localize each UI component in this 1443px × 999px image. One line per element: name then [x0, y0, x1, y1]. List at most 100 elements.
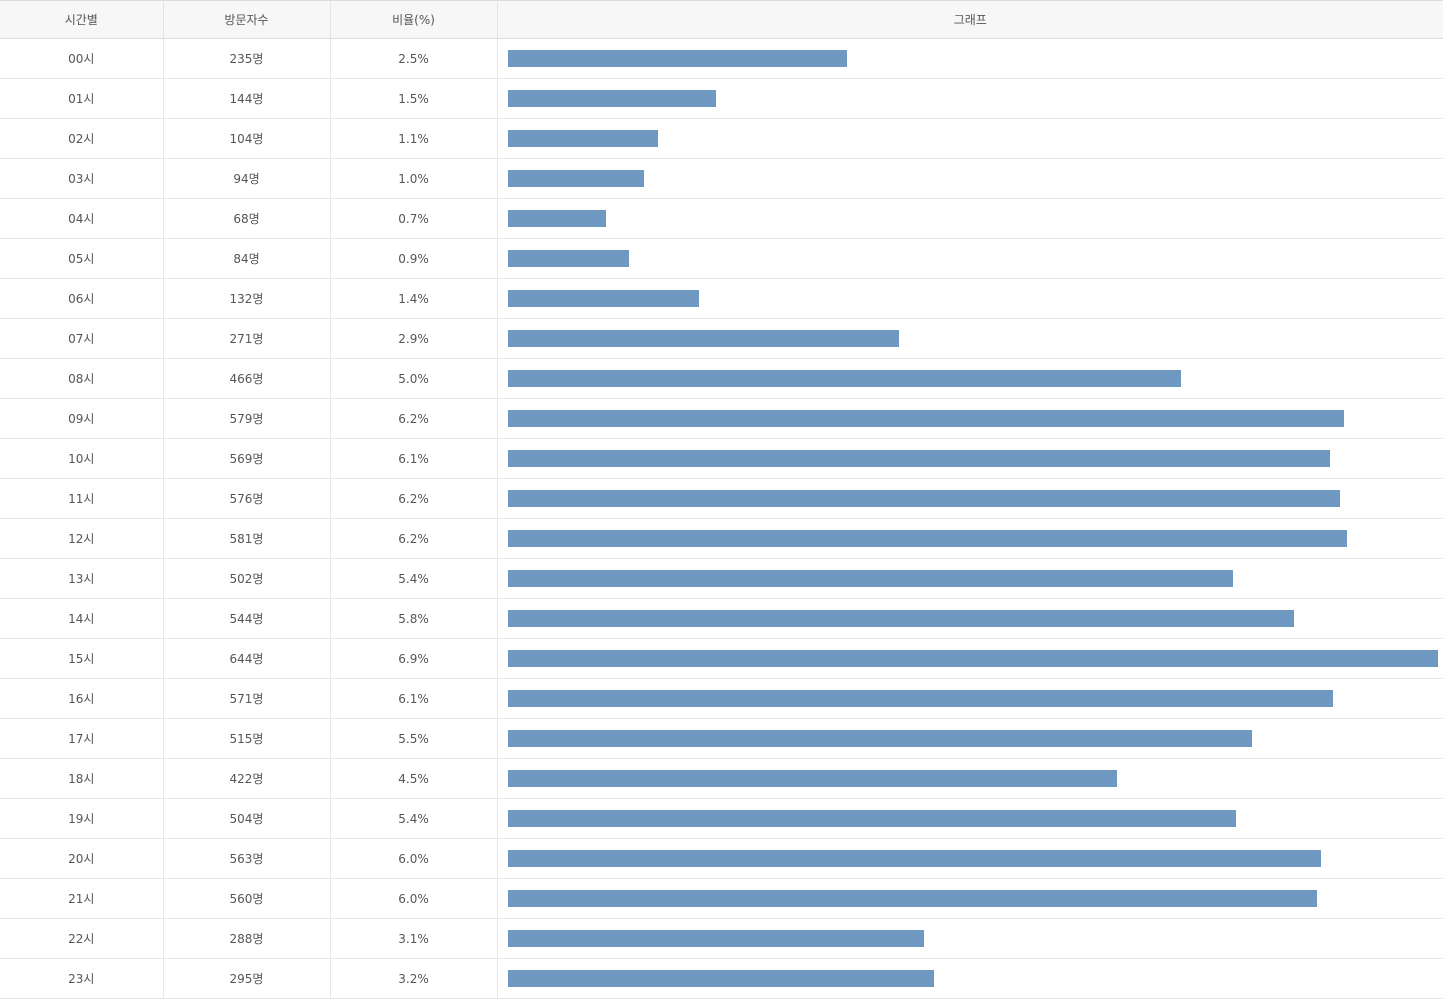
visits-cell: 288명 — [163, 918, 331, 959]
visitor-bar — [507, 810, 1236, 827]
visitor-bar — [507, 250, 629, 267]
graph-cell — [497, 78, 1443, 119]
hour-cell: 03시 — [0, 158, 164, 199]
visitor-bar — [507, 970, 934, 987]
visits-cell: 235명 — [163, 38, 331, 79]
header-hour: 시간별 — [0, 0, 164, 39]
visitor-bar — [507, 290, 699, 307]
visits-cell: 644명 — [163, 638, 331, 679]
ratio-cell: 6.1% — [330, 438, 498, 479]
hour-cell: 01시 — [0, 78, 164, 119]
table-row: 18시 422명 4.5% — [0, 758, 1443, 799]
table-row: 02시 104명 1.1% — [0, 118, 1443, 159]
visitor-bar — [507, 210, 606, 227]
visits-cell: 68명 — [163, 198, 331, 239]
hour-cell: 02시 — [0, 118, 164, 159]
graph-cell — [497, 838, 1443, 879]
hour-cell: 07시 — [0, 318, 164, 359]
table-row: 21시 560명 6.0% — [0, 878, 1443, 919]
visits-cell: 502명 — [163, 558, 331, 599]
table-row: 23시 295명 3.2% — [0, 958, 1443, 999]
graph-cell — [497, 438, 1443, 479]
ratio-cell: 2.5% — [330, 38, 498, 79]
table-row: 08시 466명 5.0% — [0, 358, 1443, 399]
graph-cell — [497, 518, 1443, 559]
visits-cell: 571명 — [163, 678, 331, 719]
ratio-cell: 6.9% — [330, 638, 498, 679]
table-row: 19시 504명 5.4% — [0, 798, 1443, 839]
visitor-bar — [507, 650, 1438, 667]
table-row: 03시 94명 1.0% — [0, 158, 1443, 199]
hour-cell: 11시 — [0, 478, 164, 519]
table-row: 13시 502명 5.4% — [0, 558, 1443, 599]
table-row: 00시 235명 2.5% — [0, 38, 1443, 79]
hour-cell: 10시 — [0, 438, 164, 479]
ratio-cell: 3.2% — [330, 958, 498, 999]
hour-cell: 18시 — [0, 758, 164, 799]
graph-cell — [497, 918, 1443, 959]
graph-cell — [497, 638, 1443, 679]
visits-cell: 466명 — [163, 358, 331, 399]
ratio-cell: 6.2% — [330, 518, 498, 559]
hour-cell: 17시 — [0, 718, 164, 759]
visits-cell: 504명 — [163, 798, 331, 839]
visits-cell: 569명 — [163, 438, 331, 479]
graph-cell — [497, 478, 1443, 519]
visitor-bar — [507, 410, 1344, 427]
table-row: 16시 571명 6.1% — [0, 678, 1443, 719]
table-row: 10시 569명 6.1% — [0, 438, 1443, 479]
hour-cell: 23시 — [0, 958, 164, 999]
visitor-bar — [507, 570, 1233, 587]
table-header: 시간별 방문자수 비율(%) 그래프 — [0, 0, 1443, 39]
ratio-cell: 5.4% — [330, 558, 498, 599]
visitor-bar — [507, 490, 1340, 507]
ratio-cell: 1.0% — [330, 158, 498, 199]
visitor-bar — [507, 530, 1347, 547]
table-row: 07시 271명 2.9% — [0, 318, 1443, 359]
ratio-cell: 3.1% — [330, 918, 498, 959]
hour-cell: 12시 — [0, 518, 164, 559]
graph-cell — [497, 878, 1443, 919]
ratio-cell: 6.0% — [330, 878, 498, 919]
hour-cell: 21시 — [0, 878, 164, 919]
ratio-cell: 1.5% — [330, 78, 498, 119]
visitor-bar — [507, 370, 1181, 387]
visitor-bar — [507, 330, 899, 347]
visits-cell: 104명 — [163, 118, 331, 159]
visitor-bar — [507, 170, 644, 187]
graph-cell — [497, 678, 1443, 719]
ratio-cell: 5.5% — [330, 718, 498, 759]
visitor-bar — [507, 450, 1330, 467]
visitor-bar — [507, 90, 716, 107]
ratio-cell: 4.5% — [330, 758, 498, 799]
table-row: 01시 144명 1.5% — [0, 78, 1443, 119]
graph-cell — [497, 238, 1443, 279]
visitor-bar — [507, 770, 1117, 787]
graph-cell — [497, 398, 1443, 439]
hour-cell: 22시 — [0, 918, 164, 959]
ratio-cell: 5.0% — [330, 358, 498, 399]
ratio-cell: 5.8% — [330, 598, 498, 639]
hour-cell: 15시 — [0, 638, 164, 679]
hour-cell: 09시 — [0, 398, 164, 439]
graph-cell — [497, 958, 1443, 999]
ratio-cell: 6.1% — [330, 678, 498, 719]
hour-cell: 16시 — [0, 678, 164, 719]
graph-cell — [497, 718, 1443, 759]
graph-cell — [497, 198, 1443, 239]
graph-cell — [497, 318, 1443, 359]
hour-cell: 13시 — [0, 558, 164, 599]
graph-cell — [497, 358, 1443, 399]
table-row: 20시 563명 6.0% — [0, 838, 1443, 879]
visits-cell: 544명 — [163, 598, 331, 639]
graph-cell — [497, 158, 1443, 199]
header-ratio: 비율(%) — [330, 0, 498, 39]
visits-cell: 579명 — [163, 398, 331, 439]
hour-cell: 05시 — [0, 238, 164, 279]
ratio-cell: 0.9% — [330, 238, 498, 279]
visitor-bar — [507, 610, 1294, 627]
table-row: 12시 581명 6.2% — [0, 518, 1443, 559]
visits-cell: 132명 — [163, 278, 331, 319]
visitor-bar — [507, 50, 847, 67]
table-body: 00시 235명 2.5% 01시 144명 1.5% 02시 104명 1.1% 03시 94명 1… — [0, 38, 1443, 999]
